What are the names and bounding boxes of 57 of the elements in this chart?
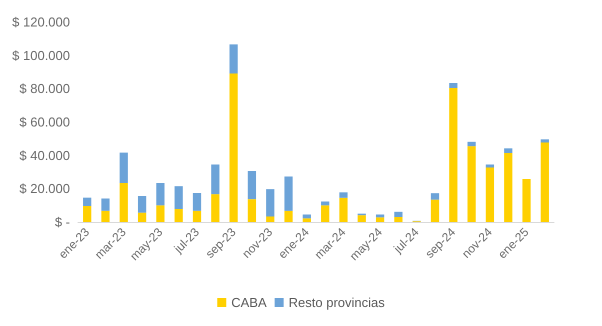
bar (120, 152, 128, 183)
legend-label: CABA (231, 295, 267, 310)
y-tick-label: $ 20.000 (19, 181, 70, 196)
bar (192, 193, 202, 211)
bar (156, 183, 165, 206)
bar (266, 189, 274, 216)
bar (467, 142, 476, 146)
bar (284, 176, 293, 211)
bar (376, 214, 384, 218)
bar (229, 44, 238, 74)
y-tick-label: $ 120.000 (12, 14, 70, 30)
bar (248, 199, 256, 222)
bar (540, 142, 549, 222)
bar (156, 205, 165, 222)
bar (101, 198, 110, 211)
bar (302, 214, 311, 218)
bar (138, 196, 146, 213)
y-tick-label: $ - (54, 214, 70, 230)
bar (321, 202, 330, 206)
bar (174, 209, 183, 222)
y-tick-label: $ 80.000 (19, 81, 70, 96)
bar (449, 88, 458, 222)
bar (339, 198, 348, 222)
bar (229, 74, 238, 222)
bar (192, 210, 202, 222)
bar (394, 217, 403, 222)
bar (504, 153, 512, 222)
bar (504, 148, 512, 153)
y-tick-label: $ 40.000 (19, 148, 70, 163)
bar (211, 164, 220, 194)
bar (430, 200, 440, 222)
bar (101, 210, 110, 222)
bar (394, 212, 403, 217)
bar (284, 210, 293, 222)
bar (358, 215, 366, 222)
bar (540, 139, 549, 142)
bar (321, 205, 330, 222)
bar (467, 146, 476, 222)
bar (522, 179, 531, 222)
bar (376, 217, 384, 222)
bar (266, 216, 274, 222)
bar (83, 198, 92, 206)
bar (449, 83, 458, 88)
y-tick-label: $ 60.000 (19, 114, 70, 130)
y-tick-label: $ 100.000 (12, 48, 70, 63)
bar (174, 186, 183, 209)
bar (248, 171, 256, 200)
bar (302, 218, 311, 222)
bar (486, 164, 494, 168)
bar (83, 206, 92, 222)
bar (486, 168, 494, 222)
bar (430, 193, 440, 200)
bar (138, 212, 146, 222)
bar (120, 183, 128, 222)
legend-label: Resto provincias (288, 295, 386, 310)
bar (339, 192, 348, 198)
bar (211, 194, 220, 222)
